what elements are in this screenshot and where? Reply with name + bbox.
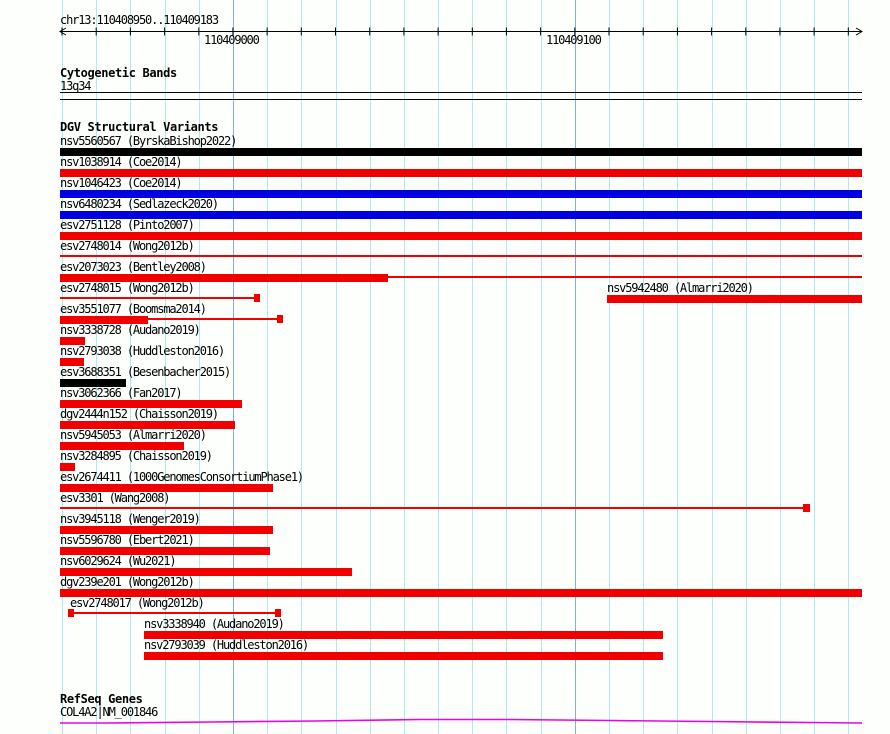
variant-label[interactable]: esv2073023 (Bentley2008) (60, 260, 207, 274)
minor-gridline (506, 0, 508, 734)
variant-bar[interactable] (60, 400, 242, 408)
variant-span-line[interactable] (60, 255, 862, 257)
variant-label[interactable]: nsv5560567 (ByrskaBishop2022) (60, 134, 237, 148)
variant-label[interactable]: nsv5596780 (Ebert2021) (60, 533, 195, 547)
minor-gridline (62, 0, 63, 734)
variant-endpoint-box[interactable] (277, 315, 283, 323)
major-gridline (232, 0, 234, 734)
variant-label[interactable]: esv3688351 (Besenbacher2015) (60, 365, 231, 379)
minor-gridline (540, 0, 542, 734)
variant-label[interactable]: nsv2793038 (Huddleston2016) (60, 344, 225, 358)
minor-gridline (472, 0, 474, 734)
variant-label[interactable]: nsv6029624 (Wu2021) (60, 554, 177, 568)
section-title-refseq-genes: RefSeq Genes (60, 692, 143, 706)
minor-gridline (301, 0, 303, 734)
variant-label[interactable]: nsv1046423 (Coe2014) (60, 176, 183, 190)
variant-span-line[interactable] (388, 276, 862, 278)
minor-gridline (609, 0, 610, 734)
section-title-dgv-structural-variants: DGV Structural Variants (60, 120, 219, 134)
variant-bar[interactable] (60, 421, 235, 429)
minor-gridline (130, 0, 132, 734)
variant-label[interactable]: esv2748015 (Wong2012b) (60, 281, 195, 295)
cytoband-label[interactable]: 13q34 (60, 79, 92, 93)
variant-label[interactable]: nsv6480234 (Sedlazeck2020) (60, 197, 219, 211)
section-title-cytogenetic-bands: Cytogenetic Bands (60, 66, 177, 80)
variant-bar[interactable] (60, 463, 75, 471)
minor-gridline (848, 0, 850, 734)
variant-bar[interactable] (60, 379, 126, 387)
variant-label[interactable]: esv2674411 (1000GenomesConsortiumPhase1) (60, 470, 304, 484)
variant-bar[interactable] (144, 652, 663, 660)
minor-gridline (198, 0, 200, 734)
variant-label[interactable]: esv2748017 (Wong2012b) (70, 596, 205, 610)
variant-label[interactable]: nsv3945118 (Wenger2019) (60, 512, 201, 526)
axis-tick-label: 110409100 (546, 33, 602, 47)
variant-bar[interactable] (60, 589, 862, 597)
minor-gridline (164, 0, 166, 734)
variant-label[interactable]: dgv239e201 (Wong2012b) (60, 575, 195, 589)
variant-label[interactable]: nsv2793039 (Huddleston2016) (144, 638, 309, 652)
variant-label[interactable]: esv3301 (Wang2008) (60, 491, 170, 505)
variant-label[interactable]: dgv2444n152 (Chaisson2019) (60, 407, 219, 421)
variant-endpoint-box[interactable] (275, 609, 281, 617)
variant-label[interactable]: nsv3338728 (Audano2019) (60, 323, 201, 337)
variant-bar[interactable] (60, 211, 862, 219)
variant-label[interactable]: esv3551077 (Boomsma2014) (60, 302, 207, 316)
variant-bar[interactable] (60, 148, 862, 156)
variant-bar[interactable] (60, 526, 273, 534)
minor-gridline (403, 0, 405, 734)
variant-bar[interactable] (60, 547, 270, 555)
variant-bar[interactable] (60, 484, 273, 492)
variant-bar[interactable] (60, 232, 862, 240)
minor-gridline (335, 0, 337, 734)
variant-span-line[interactable] (74, 612, 275, 614)
variant-span-line[interactable] (60, 297, 254, 299)
variant-endpoint-box[interactable] (803, 504, 810, 512)
variant-bar[interactable] (60, 442, 184, 450)
variant-label[interactable]: nsv5942480 (Almarri2020) (607, 281, 754, 295)
minor-gridline (677, 0, 679, 734)
variant-bar[interactable] (607, 295, 862, 303)
major-gridline (574, 0, 576, 734)
variant-bar[interactable] (60, 316, 148, 324)
variant-label[interactable]: nsv3338940 (Audano2019) (144, 617, 285, 631)
variant-endpoint-box[interactable] (254, 294, 260, 302)
region-coordinates-label: chr13:110408950..110409183 (60, 13, 219, 27)
minor-gridline (745, 0, 747, 734)
variant-span-line[interactable] (60, 507, 803, 509)
variant-bar[interactable] (60, 337, 85, 345)
variant-label[interactable]: esv2748014 (Wong2012b) (60, 239, 195, 253)
variant-bar[interactable] (144, 631, 663, 639)
minor-gridline (643, 0, 645, 734)
variant-label[interactable]: esv2751128 (Pinto2007) (60, 218, 195, 232)
minor-gridline (438, 0, 440, 734)
minor-gridline (267, 0, 269, 734)
axis-tick-label: 110409000 (204, 33, 260, 47)
variant-span-line[interactable] (148, 318, 277, 320)
minor-gridline (96, 0, 98, 734)
minor-gridline (779, 0, 781, 734)
variant-bar[interactable] (60, 568, 352, 576)
cytoband-box[interactable] (60, 92, 862, 100)
minor-gridline (814, 0, 816, 734)
variant-label[interactable]: nsv1038914 (Coe2014) (60, 155, 183, 169)
variant-bar[interactable] (60, 274, 388, 282)
minor-gridline (369, 0, 371, 734)
gene-label[interactable]: COL4A2|NM_001846 (60, 705, 158, 719)
variant-bar[interactable] (60, 169, 862, 177)
variant-label[interactable]: nsv3062366 (Fan2017) (60, 386, 183, 400)
variant-label[interactable]: nsv3284895 (Chaisson2019) (60, 449, 213, 463)
minor-gridline (711, 0, 713, 734)
variant-label[interactable]: nsv5945053 (Almarri2020) (60, 428, 207, 442)
variant-endpoint-box[interactable] (68, 609, 74, 617)
variant-bar[interactable] (60, 358, 84, 366)
variant-bar[interactable] (60, 190, 862, 198)
